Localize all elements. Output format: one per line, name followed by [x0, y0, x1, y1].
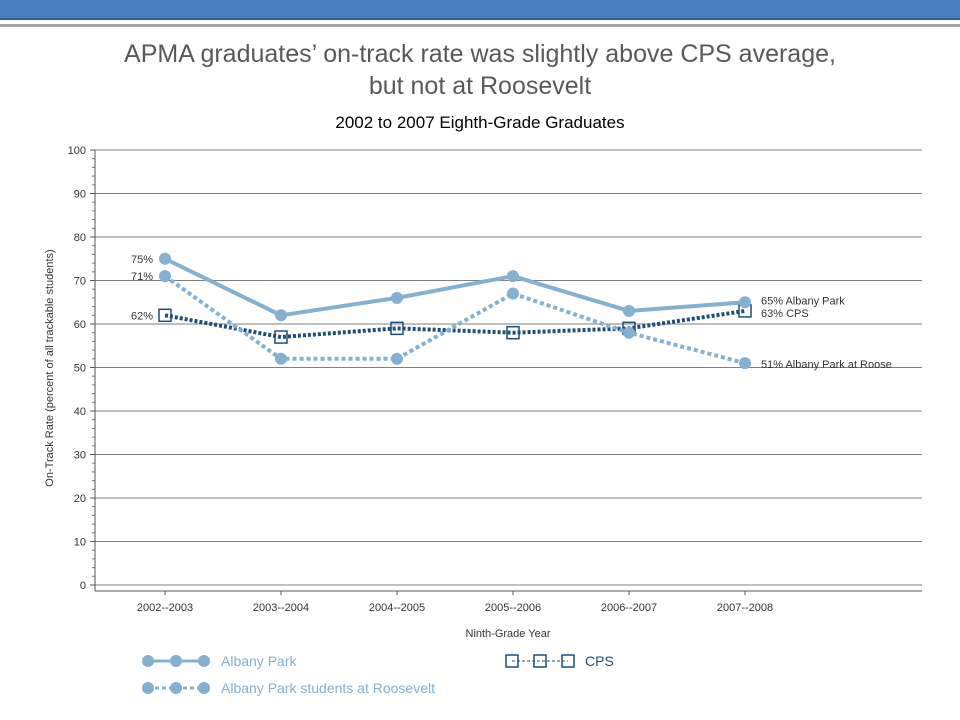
y-tick-label: 50 [74, 363, 86, 375]
legend-marker [170, 655, 182, 667]
legend-label: Albany Park students at Roosevelt [221, 680, 435, 696]
y-tick-label: 30 [74, 450, 86, 462]
x-tick-label: 2003--2004 [253, 602, 309, 614]
legend-label: Albany Park [221, 653, 297, 669]
y-tick-label: 60 [74, 319, 86, 331]
series-end-label: 51% Albany Park at Roose [761, 359, 892, 371]
series-start-label: 75% [131, 254, 153, 266]
x-axis-label: Ninth-Grade Year [466, 628, 551, 640]
x-tick-label: 2006--2007 [601, 602, 657, 614]
data-point [275, 352, 287, 365]
data-point [739, 357, 751, 370]
data-point [159, 252, 171, 265]
data-point [507, 287, 519, 300]
x-tick-label: 2007--2008 [717, 602, 773, 614]
data-point [507, 270, 519, 283]
x-tick-label: 2002--2003 [137, 602, 193, 614]
y-tick-label: 70 [74, 276, 86, 288]
header-divider [0, 24, 960, 27]
y-tick-label: 40 [74, 406, 86, 418]
y-tick-label: 80 [74, 232, 86, 244]
legend-marker [533, 654, 547, 668]
series-line [164, 256, 746, 318]
legend-marker [142, 682, 154, 694]
series-start-label: 62% [131, 310, 153, 322]
series-end-label: 65% Albany Park [761, 295, 845, 307]
y-axis-label: On-Track Rate (percent of all trackable … [44, 249, 56, 486]
chart-title: 2002 to 2007 Eighth-Grade Graduates [335, 113, 624, 132]
data-point [623, 326, 635, 339]
header-bar [0, 0, 960, 20]
series-start-label: 71% [131, 271, 153, 283]
data-point [739, 296, 751, 309]
legend-marker [198, 655, 210, 667]
y-tick-label: 90 [74, 189, 86, 201]
legend-label: CPS [585, 653, 614, 669]
series-end-label: 63% CPS [761, 308, 809, 320]
legend-marker [170, 682, 182, 694]
data-point-cps [158, 308, 172, 323]
slide-title-line1: APMA graduates’ on-track rate was slight… [124, 40, 836, 68]
legend-marker [505, 654, 519, 668]
data-point-cps [506, 325, 520, 340]
data-point [159, 270, 171, 283]
legend-marker [561, 654, 575, 668]
series-line [164, 308, 746, 340]
data-point-cps [274, 330, 288, 344]
y-tick-label: 100 [68, 145, 86, 157]
data-point [623, 304, 635, 317]
data-point [391, 291, 403, 304]
data-point [391, 352, 403, 365]
legend-marker [198, 682, 210, 694]
slide-title-line2: but not at Roosevelt [368, 72, 592, 100]
y-tick-label: 20 [74, 493, 86, 505]
legend-marker [142, 655, 154, 667]
slide-title: APMA graduates’ on-track rate was slight… [0, 38, 960, 102]
data-point-cps [390, 321, 404, 336]
series-line [163, 274, 746, 366]
y-tick-label: 10 [74, 537, 86, 549]
x-tick-label: 2005--2006 [485, 602, 541, 614]
x-tick-label: 2004--2005 [369, 602, 425, 614]
data-point [275, 309, 287, 322]
y-tick-label: 0 [80, 580, 86, 592]
